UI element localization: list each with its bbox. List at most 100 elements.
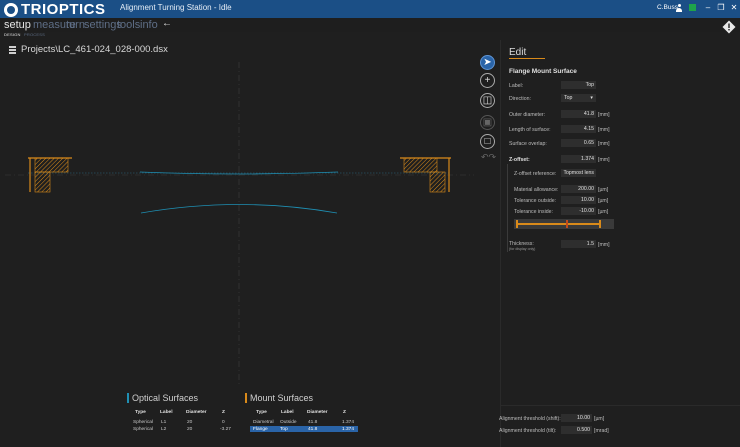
- restore-icon[interactable]: ❐: [717, 3, 725, 12]
- align-tilt-input[interactable]: 0.500: [561, 426, 592, 434]
- zref-label: Z-offset reference:: [514, 171, 557, 177]
- tol-in-input[interactable]: -10.00: [561, 207, 596, 215]
- optical-surface-l2: [140, 204, 338, 214]
- length-label: Length of surface:: [509, 127, 551, 133]
- mount-header-label: Label: [281, 410, 294, 415]
- menu-info[interactable]: info: [140, 19, 158, 31]
- thickness-label: Thickness:: [509, 241, 534, 247]
- mount-row-2-z[interactable]: 1.374: [342, 427, 355, 432]
- outer-diameter-unit: [mm]: [598, 112, 610, 118]
- optical-header-label: Label: [160, 410, 173, 415]
- panel-divider: [500, 40, 501, 447]
- window-title: Alignment Turning Station - Idle: [120, 3, 232, 12]
- document-icon[interactable]: □: [480, 134, 495, 149]
- selected-row-highlight[interactable]: [250, 426, 358, 432]
- mount-row-1-z[interactable]: 1.374: [342, 420, 355, 425]
- menu-settings[interactable]: settings: [84, 19, 122, 31]
- mount-row-2-label[interactable]: Top: [280, 427, 288, 432]
- overlap-input[interactable]: 0.65: [561, 139, 596, 147]
- align-tilt-label: Alignment threshold (tilt):: [499, 428, 557, 434]
- menu-turn[interactable]: turn: [66, 19, 85, 31]
- pointer-icon[interactable]: ➤: [480, 55, 495, 70]
- tol-in-label: Tolerance inside:: [514, 209, 553, 215]
- align-shift-input[interactable]: 10.00: [561, 414, 592, 422]
- mount-row-2-type[interactable]: Flange: [253, 427, 268, 432]
- close-icon[interactable]: ✕: [730, 3, 738, 12]
- section-title: Flange Mount Surface: [509, 68, 577, 75]
- mount-row-1-diameter[interactable]: 41.8: [308, 420, 318, 425]
- title-bar: TRIOPTICS Alignment Turning Station - Id…: [0, 0, 740, 18]
- minimize-icon[interactable]: –: [705, 3, 711, 12]
- optical-row-2-z[interactable]: -3.27: [220, 427, 231, 432]
- subnav-design[interactable]: DESIGN: [4, 32, 21, 37]
- zoffset-unit: [mm]: [598, 157, 610, 163]
- outer-diameter-input[interactable]: 41.8: [561, 110, 596, 118]
- warning-icon[interactable]: [722, 20, 736, 34]
- align-shift-label: Alignment threshold (shift):: [499, 416, 561, 422]
- optical-row-1-label[interactable]: L1: [161, 420, 167, 425]
- trioptics-logo: TRIOPTICS: [4, 1, 106, 18]
- thickness-input[interactable]: 1.5: [561, 240, 596, 248]
- align-tilt-unit[interactable]: [mrad]: [594, 428, 609, 434]
- right-mount-section: [400, 157, 451, 193]
- thickness-unit: [mm]: [598, 242, 610, 248]
- zoffset-input[interactable]: 1.374: [561, 155, 596, 163]
- arrow-left-icon[interactable]: ←: [162, 18, 172, 29]
- tol-out-unit[interactable]: [µm]: [598, 198, 609, 204]
- zref-select[interactable]: Topmost lens: [561, 169, 596, 177]
- mount-header-z: Z: [343, 410, 346, 415]
- direction-label: Direction:: [509, 96, 531, 102]
- outer-diameter-label: Outer diameter:: [509, 112, 546, 118]
- mount-surfaces-title: Mount Surfaces: [250, 393, 314, 403]
- optical-row-1-diameter[interactable]: 20: [187, 420, 193, 425]
- lens-drawing-canvas[interactable]: [0, 60, 478, 390]
- nominal-marker: [566, 220, 568, 228]
- tol-out-label: Tolerance outside:: [514, 198, 557, 204]
- mount-row-1-label[interactable]: Outside: [280, 420, 297, 425]
- tolerance-range-track: [516, 223, 599, 225]
- optical-row-2-diameter[interactable]: 20: [187, 427, 193, 432]
- align-shift-unit[interactable]: [µm]: [594, 416, 605, 422]
- alignment-divider: [500, 405, 740, 406]
- optical-row-1-z[interactable]: 0: [222, 420, 225, 425]
- mount-header-diameter: Diameter: [307, 410, 328, 415]
- optical-header-diameter: Diameter: [186, 410, 207, 415]
- status-indicator-icon: [689, 4, 696, 11]
- trash-icon[interactable]: ◫: [480, 93, 495, 108]
- material-unit[interactable]: [µm]: [598, 187, 609, 193]
- overlap-label: Surface overlap:: [509, 141, 547, 147]
- optical-row-2-label[interactable]: L2: [161, 427, 167, 432]
- mount-row-2-diameter[interactable]: 41.8: [308, 427, 318, 432]
- zoffset-group: [507, 164, 615, 254]
- optical-row-1-type[interactable]: Spherical: [133, 420, 153, 425]
- label-input[interactable]: Top: [561, 81, 596, 89]
- menu-measure[interactable]: measure: [33, 19, 76, 31]
- tol-in-unit[interactable]: [µm]: [598, 209, 609, 215]
- save-icon[interactable]: ▣: [480, 115, 495, 130]
- chevron-down-icon: ▾: [590, 95, 593, 101]
- direction-select[interactable]: Top ▾: [561, 94, 596, 102]
- mount-row-1-type[interactable]: Diametral: [253, 420, 274, 425]
- logo-mark-icon: [4, 2, 18, 17]
- optical-surface-l1: [139, 171, 339, 175]
- material-input[interactable]: 200.00: [561, 185, 596, 193]
- menu-setup[interactable]: setup: [4, 19, 31, 31]
- zoffset-label: Z-offset:: [509, 157, 530, 163]
- edit-title-underline: [509, 58, 545, 59]
- length-input[interactable]: 4.15: [561, 125, 596, 133]
- main-menu: setup measure turn settings tools info ←: [0, 18, 740, 32]
- optical-color-bar: [127, 393, 129, 403]
- tol-out-input[interactable]: 10.00: [561, 196, 596, 204]
- tolerance-range-bar: [514, 219, 614, 229]
- optical-row-2-type[interactable]: Spherical: [133, 427, 153, 432]
- mount-header-type: Type: [256, 410, 267, 415]
- subnav-process[interactable]: PROCESS: [24, 32, 45, 37]
- add-icon[interactable]: +: [480, 73, 495, 88]
- user-name[interactable]: C.Buss: [657, 4, 678, 11]
- menu-tools[interactable]: tools: [117, 19, 141, 31]
- length-unit: [mm]: [598, 127, 610, 133]
- user-icon[interactable]: [676, 4, 682, 12]
- project-path: Projects\LC_461-024_028-000.dsx: [21, 44, 168, 55]
- sub-navigation: DESIGN PROCESS: [0, 32, 740, 39]
- undo-redo-icon[interactable]: ↶↷: [481, 152, 497, 162]
